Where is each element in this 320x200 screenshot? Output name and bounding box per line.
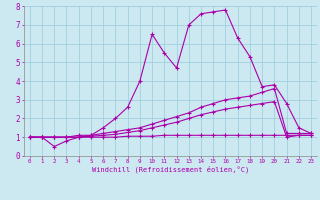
X-axis label: Windchill (Refroidissement éolien,°C): Windchill (Refroidissement éolien,°C): [92, 166, 249, 173]
